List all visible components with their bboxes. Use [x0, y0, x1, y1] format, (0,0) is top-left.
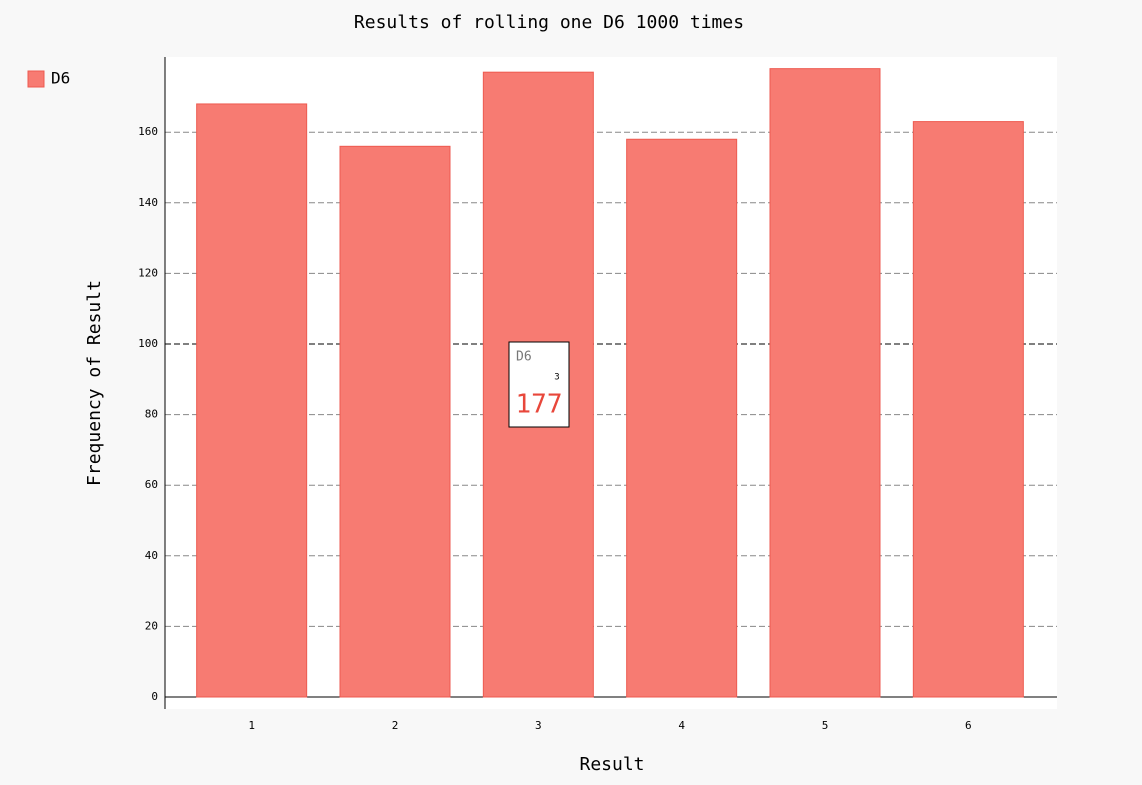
y-tick-label: 100: [138, 337, 158, 350]
grid: 0 20 40 60 80 100 120 140 160 1 2 3 4 5 6: [138, 125, 1057, 732]
tooltip-box: [508, 341, 570, 428]
x-tick-label: 1: [248, 719, 255, 732]
legend-swatch: [27, 70, 45, 88]
tooltip-x: 3: [554, 373, 559, 383]
bar: [626, 138, 738, 698]
x-tick-label: 3: [535, 719, 542, 732]
y-tick-label: 80: [145, 408, 158, 421]
tooltip-series: D6: [516, 350, 532, 365]
bar: [196, 103, 308, 698]
y-tick-label: 140: [138, 196, 158, 209]
tooltip: D6 3 177: [508, 341, 570, 428]
y-tick-label: 160: [138, 125, 158, 138]
legend-label: D6: [51, 69, 70, 88]
x-tick-label: 5: [822, 719, 829, 732]
y-axis-label: Frequency of Result: [84, 280, 105, 486]
y-tick-label: 0: [151, 690, 158, 703]
bar: [339, 145, 451, 698]
x-tick-label: 2: [392, 719, 399, 732]
tooltip-value: 177: [516, 390, 563, 420]
plot-area: [165, 57, 1057, 709]
x-tick-label: 6: [965, 719, 972, 732]
x-axis-label: Result: [579, 754, 644, 775]
bar: [912, 121, 1024, 698]
y-tick-label: 20: [145, 619, 158, 632]
y-tick-label: 60: [145, 478, 158, 491]
chart-title: Results of rolling one D6 1000 times: [354, 12, 744, 33]
bar: [769, 68, 881, 698]
x-tick-label: 4: [678, 719, 685, 732]
y-tick-label: 120: [138, 266, 158, 279]
y-tick-label: 40: [145, 549, 158, 562]
legend[interactable]: D6: [27, 69, 70, 88]
